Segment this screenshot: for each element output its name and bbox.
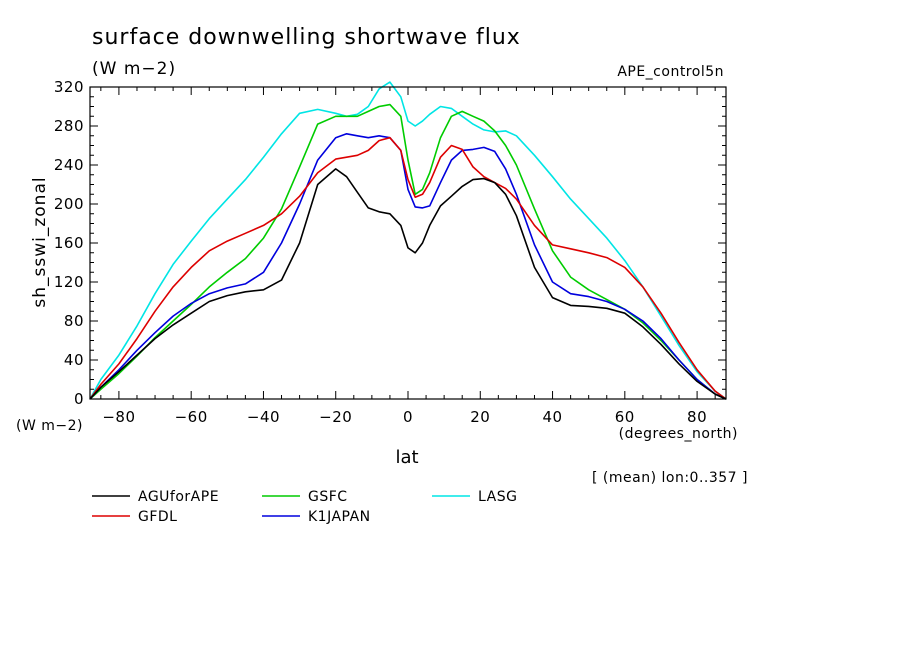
- series-line-aguforape: [89, 168, 727, 400]
- y-tick-label: 320: [54, 78, 84, 96]
- legend-label-gfdl: GFDL: [138, 509, 177, 525]
- x-tick-label: 40: [542, 408, 562, 426]
- series-lines: [89, 81, 727, 400]
- chart-units: (W m−2): [92, 59, 176, 79]
- y-tick-label: 40: [64, 351, 84, 369]
- series-line-gfdl: [89, 136, 727, 400]
- x-axis-label: lat: [395, 447, 418, 468]
- x-tick-label: −80: [102, 408, 135, 426]
- y-axis-label: sh_sswi_zonal: [30, 176, 50, 307]
- x-tick-label: 60: [615, 408, 635, 426]
- y-axis-units: (W m−2): [16, 418, 83, 434]
- y-tick-label: 0: [74, 390, 84, 408]
- y-tick-label: 200: [54, 195, 84, 213]
- legend-label-k1japan: K1JAPAN: [308, 509, 371, 525]
- legend: AGUforAPE GFDL GSFC LASG K1JAPAN: [92, 489, 517, 525]
- y-tick-label: 160: [54, 234, 84, 252]
- chart-title: surface downwelling shortwave flux: [92, 25, 521, 50]
- x-tick-label: −60: [175, 408, 208, 426]
- x-tick-label: −20: [319, 408, 352, 426]
- x-tick-label: 0: [403, 408, 413, 426]
- mean-annotation: [ (mean) lon:0..357 ]: [592, 470, 748, 486]
- y-tick-label: 120: [54, 273, 84, 291]
- x-tick-label: −40: [247, 408, 280, 426]
- series-line-gsfc: [89, 103, 727, 400]
- legend-label-lasg: LASG: [478, 489, 517, 505]
- series-line-k1japan: [89, 133, 727, 400]
- tick-labels: −80 −60 −40 −20 0 20 40 60 80 0 40 80 120 160 200 240 28…: [54, 78, 707, 426]
- chart-subtitle-right: APE_control5n: [617, 64, 724, 80]
- y-tick-label: 80: [64, 312, 84, 330]
- x-tick-label: 20: [470, 408, 490, 426]
- legend-label-aguforape: AGUforAPE: [138, 489, 219, 505]
- y-tick-label: 280: [54, 117, 84, 135]
- legend-label-gsfc: GSFC: [308, 489, 348, 505]
- plot-frame: [89, 86, 727, 400]
- y-tick-label: 240: [54, 156, 84, 174]
- series-line-lasg: [89, 81, 727, 400]
- x-axis-units: (degrees_north): [619, 426, 738, 442]
- axis-ticks: [90, 86, 726, 400]
- x-tick-label: 80: [687, 408, 707, 426]
